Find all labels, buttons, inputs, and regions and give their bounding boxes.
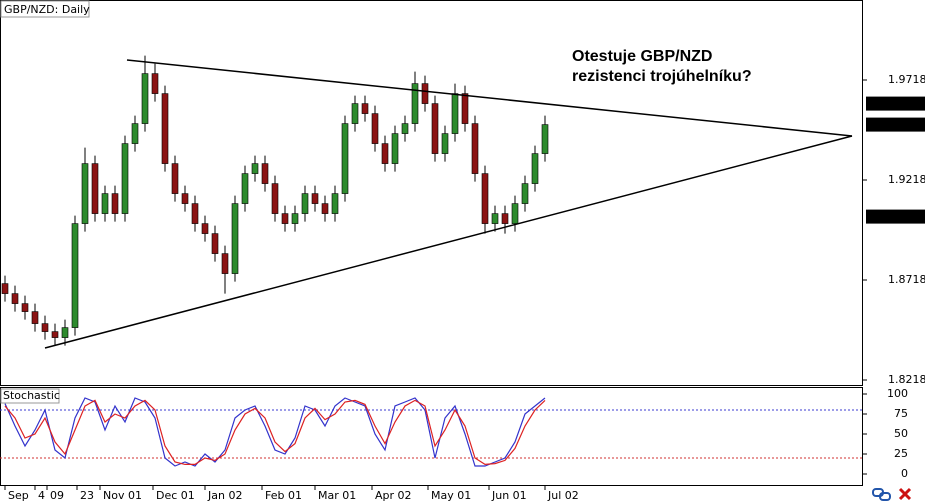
x-tick-label: Nov 01 bbox=[103, 489, 142, 502]
x-tick-label: Feb 01 bbox=[265, 489, 302, 502]
stochastic-title: Stochastic bbox=[3, 389, 60, 402]
price-marker bbox=[866, 117, 925, 132]
candle-body bbox=[331, 193, 339, 214]
stochastic-line bbox=[4, 399, 546, 466]
y-tick-label: 75 bbox=[894, 407, 908, 420]
candle-body bbox=[291, 213, 299, 224]
candle-body bbox=[131, 123, 139, 144]
candle-body bbox=[21, 303, 29, 312]
price-marker bbox=[866, 209, 925, 224]
title-box bbox=[0, 0, 90, 18]
candle-body bbox=[31, 311, 39, 324]
annotation: rezistenci trojúhelníku? bbox=[572, 68, 752, 85]
title-box bbox=[0, 388, 60, 404]
chart-title: GBP/NZD: Daily bbox=[4, 3, 90, 16]
candle-body bbox=[181, 193, 189, 204]
candle-body bbox=[161, 93, 169, 164]
candle-body bbox=[61, 327, 69, 338]
price-pane bbox=[0, 0, 863, 386]
candle-body bbox=[441, 133, 449, 154]
x-tick-label: 23 bbox=[80, 489, 94, 502]
candle-body bbox=[401, 123, 409, 134]
candle-body bbox=[141, 73, 149, 124]
y-tick-label: 0 bbox=[901, 467, 908, 480]
candle-body bbox=[41, 323, 49, 332]
candle-body bbox=[241, 173, 249, 204]
price-marker-label: 1.9495 bbox=[888, 118, 925, 131]
y-tick-label: 1.9218 bbox=[888, 173, 925, 186]
close-icon[interactable] bbox=[898, 487, 912, 501]
x-tick-label: Mar 01 bbox=[318, 489, 356, 502]
candle-body bbox=[101, 193, 109, 214]
candle-body bbox=[371, 113, 379, 144]
candle-body bbox=[111, 193, 119, 214]
x-tick-label: Sep bbox=[8, 489, 29, 502]
candle-body bbox=[421, 83, 429, 104]
candle-body bbox=[501, 213, 509, 224]
candle-body bbox=[271, 183, 279, 214]
candle-body bbox=[531, 153, 539, 184]
toolbar-icons[interactable] bbox=[872, 487, 912, 501]
candle-body bbox=[321, 203, 329, 214]
candle-body bbox=[171, 163, 179, 194]
candle-body bbox=[381, 143, 389, 164]
y-tick-label: 1.8718 bbox=[888, 273, 925, 286]
stochastic-pane bbox=[0, 387, 863, 486]
candle-body bbox=[191, 203, 199, 224]
candle-body bbox=[311, 193, 319, 204]
candle-body bbox=[221, 253, 229, 274]
candle-body bbox=[151, 73, 159, 94]
candle-body bbox=[351, 103, 359, 124]
link-icon[interactable] bbox=[879, 492, 891, 501]
candle-body bbox=[1, 283, 9, 294]
y-tick-label: 100 bbox=[887, 387, 908, 400]
price-marker-label: 1.9600 bbox=[888, 97, 925, 110]
candle-body bbox=[341, 123, 349, 194]
stochastic-line bbox=[4, 397, 546, 467]
candle-body bbox=[231, 203, 239, 274]
x-tick-label: 4 bbox=[38, 489, 45, 502]
candle-body bbox=[461, 93, 469, 124]
candle-body bbox=[481, 173, 489, 224]
y-tick-label: 50 bbox=[894, 427, 908, 440]
candle-body bbox=[471, 123, 479, 174]
candle-body bbox=[391, 133, 399, 164]
candle-body bbox=[81, 163, 89, 224]
y-tick-label: 25 bbox=[894, 447, 908, 460]
candle-body bbox=[411, 83, 419, 124]
candle-body bbox=[301, 193, 309, 214]
x-tick-label: Jun 01 bbox=[491, 489, 527, 502]
price-marker bbox=[866, 96, 925, 111]
x-tick-label: Jul 02 bbox=[547, 489, 579, 502]
candle-body bbox=[71, 223, 79, 328]
trendline bbox=[126, 59, 853, 137]
candle-body bbox=[431, 103, 439, 154]
trendline bbox=[44, 135, 853, 349]
annotation: Otestuje GBP/NZD bbox=[572, 48, 712, 65]
x-tick-label: May 01 bbox=[431, 489, 471, 502]
candle-body bbox=[451, 93, 459, 134]
x-tick-label: 09 bbox=[50, 489, 64, 502]
candle-body bbox=[51, 331, 59, 338]
y-tick-label: 1.9718 bbox=[888, 73, 925, 86]
candle-body bbox=[491, 213, 499, 224]
x-tick-label: Apr 02 bbox=[375, 489, 412, 502]
candle-body bbox=[11, 293, 19, 304]
candle-body bbox=[511, 203, 519, 224]
candle-body bbox=[91, 163, 99, 214]
x-tick-label: Dec 01 bbox=[156, 489, 195, 502]
candle-body bbox=[201, 223, 209, 234]
y-tick-label: 1.8218 bbox=[888, 373, 925, 386]
candle-body bbox=[261, 163, 269, 184]
price-marker-label: 1.9035 bbox=[888, 210, 925, 223]
candle-body bbox=[281, 213, 289, 224]
candle-body bbox=[361, 103, 369, 114]
candle-body bbox=[211, 233, 219, 254]
candle-body bbox=[541, 124, 549, 154]
candle-body bbox=[121, 143, 129, 214]
candle-body bbox=[251, 163, 259, 174]
candle-body bbox=[521, 183, 529, 204]
x-tick-label: Jan 02 bbox=[207, 489, 242, 502]
